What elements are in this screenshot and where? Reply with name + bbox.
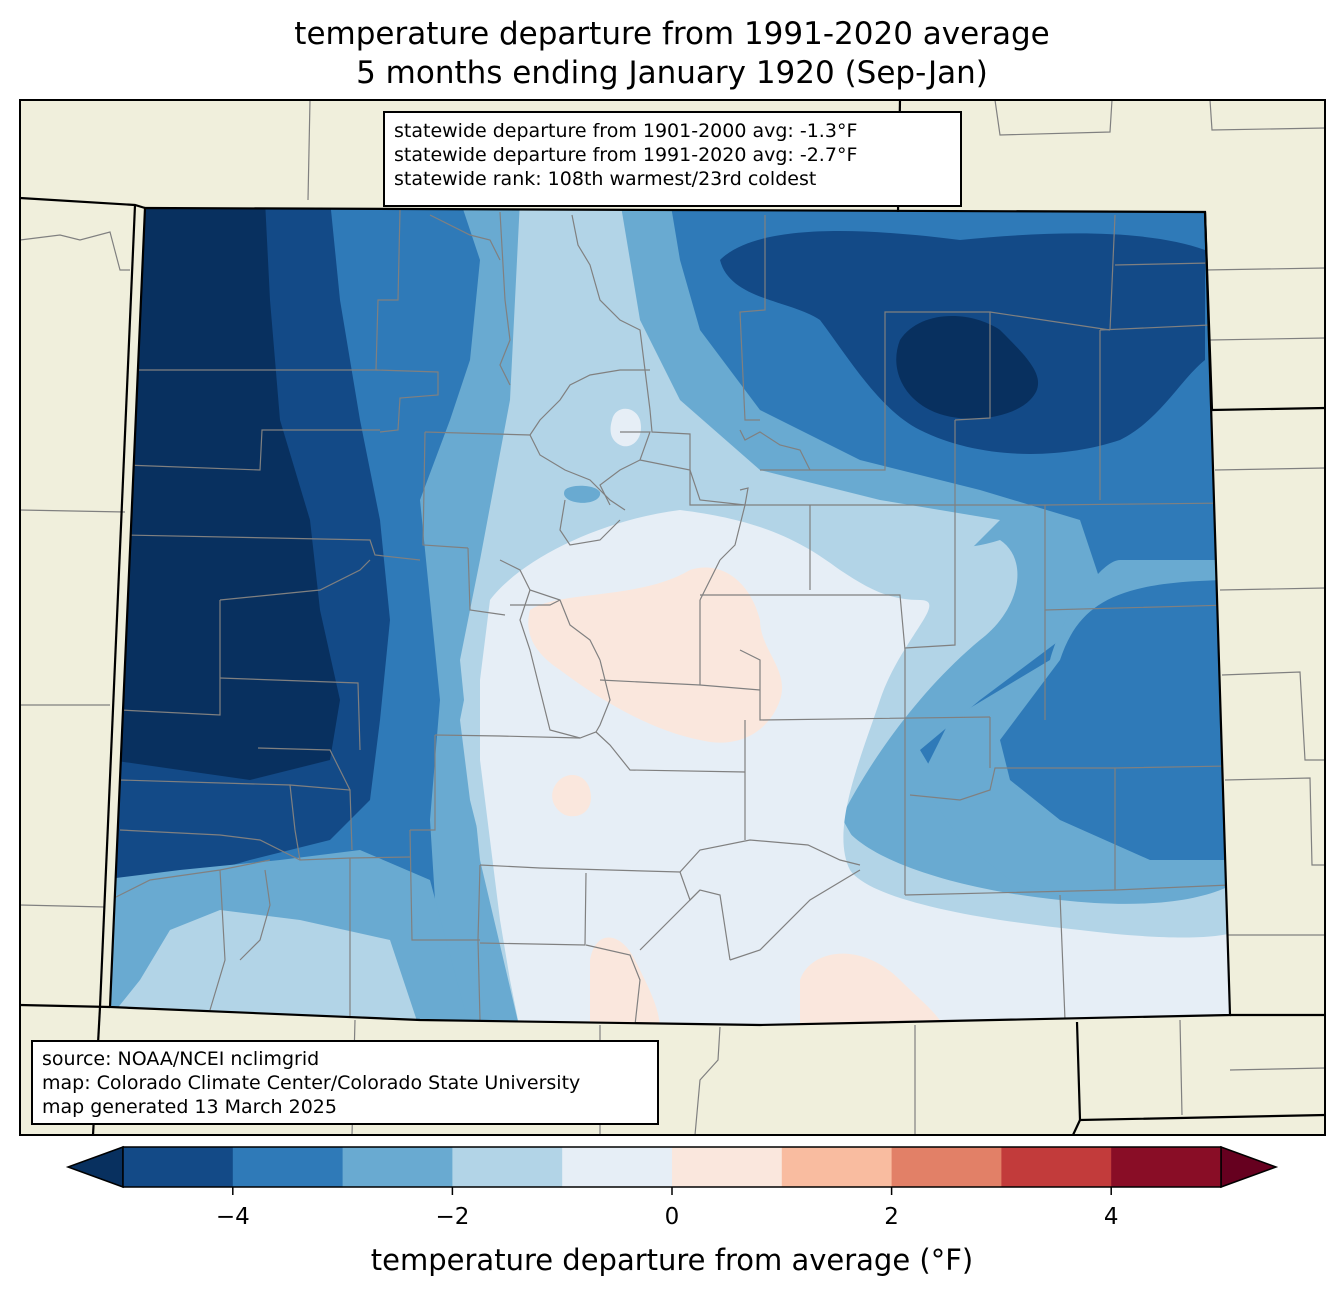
stats-line-3: statewide rank: 108th warmest/23rd colde…: [394, 168, 817, 190]
colorbar-bin: [891, 1147, 1002, 1187]
statewide-stats-box: statewide departure from 1901-2000 avg: …: [383, 111, 962, 207]
colorbar: [65, 1145, 1279, 1195]
colorbar-bin: [1111, 1147, 1222, 1187]
colorbar-bin: [232, 1147, 344, 1187]
colorbar-under-extension: [65, 1145, 124, 1189]
colorbar-over-extension: [1220, 1145, 1279, 1189]
map-title: temperature departure from 1991-2020 ave…: [294, 16, 1050, 52]
colorbar-bin: [781, 1147, 893, 1187]
map-subtitle: 5 months ending January 1920 (Sep-Jan): [356, 55, 988, 91]
source-line-3: map generated 13 March 2025: [42, 1096, 337, 1118]
colorbar-bin: [342, 1147, 453, 1187]
colorbar-bin: [123, 1147, 234, 1187]
colorbar-bin: [562, 1147, 673, 1187]
stats-line-2: statewide departure from 1991-2020 avg: …: [394, 144, 858, 166]
source-box: source: NOAA/NCEI nclimgrid map: Colorad…: [31, 1040, 659, 1125]
temperature-contours: [110, 208, 1230, 1025]
colorado-county-lines: [110, 209, 1230, 1025]
colorbar-bin: [672, 1147, 783, 1187]
colorbar-bin: [1001, 1147, 1112, 1187]
map-frame: [19, 99, 1326, 1136]
colorbar-tick-label: 0: [664, 1204, 680, 1230]
colorbar-tick-label: −4: [215, 1204, 250, 1230]
colorbar-tick-label: −2: [435, 1204, 470, 1230]
colorbar-title: temperature departure from average (°F): [370, 1243, 974, 1277]
colorbar-tick-label: 4: [1103, 1204, 1119, 1230]
source-line-1: source: NOAA/NCEI nclimgrid: [42, 1048, 320, 1070]
colorbar-bin: [452, 1147, 563, 1187]
source-line-2: map: Colorado Climate Center/Colorado St…: [42, 1072, 581, 1094]
stats-line-1: statewide departure from 1901-2000 avg: …: [394, 120, 858, 142]
colorbar-tick-label: 2: [884, 1204, 899, 1230]
